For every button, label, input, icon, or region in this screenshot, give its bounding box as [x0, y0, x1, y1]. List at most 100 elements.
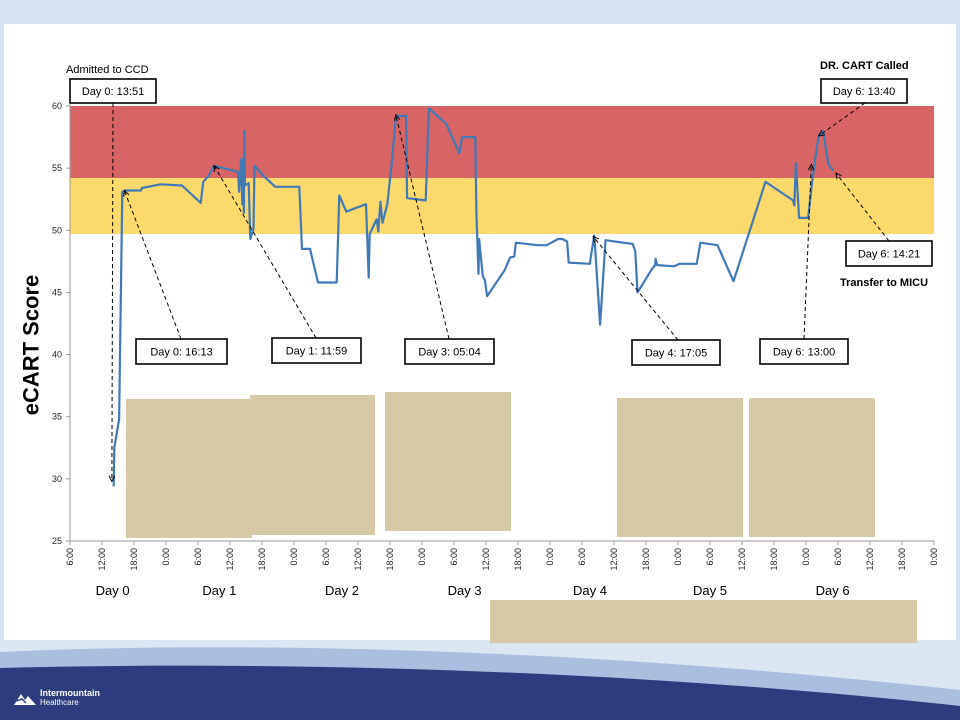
annotation-time-label: Day 0: 16:13: [150, 347, 212, 359]
ecart-series-line: [112, 107, 835, 487]
annotation-arrow: [836, 173, 890, 242]
day-label: Day 4: [573, 583, 607, 598]
x-tick-label: 0:00: [801, 548, 811, 566]
redaction-box: [126, 399, 252, 538]
annotation-note: DR. CART Called: [820, 60, 909, 72]
x-tick-label: 6:00: [193, 548, 203, 566]
score-band: [70, 178, 934, 235]
redaction-layer: [126, 392, 917, 643]
y-tick-label: 35: [52, 412, 62, 422]
y-tick-label: 55: [52, 163, 62, 173]
intermountain-logo: Intermountain Healthcare: [14, 686, 154, 710]
x-tick-label: 6:00: [577, 548, 587, 566]
redaction-box: [490, 600, 917, 643]
x-tick-label: 0:00: [417, 548, 427, 566]
x-tick-label: 18:00: [897, 548, 907, 571]
annotation-arrow: [112, 102, 113, 481]
annotation-box: [135, 338, 228, 365]
y-tick-label: 25: [52, 536, 62, 546]
x-tick-label: 18:00: [129, 548, 139, 571]
y-tick-label: 50: [52, 225, 62, 235]
x-tick-label: 12:00: [609, 548, 619, 571]
x-tick-label: 12:00: [97, 548, 107, 571]
annotation-time-label: Day 6: 14:21: [858, 249, 920, 261]
y-tick-label: 60: [52, 101, 62, 111]
x-tick-label: 12:00: [225, 548, 235, 571]
annotation-time-label: Day 0: 13:51: [82, 86, 144, 98]
day-label: Day 5: [693, 583, 727, 598]
x-tick-label: 12:00: [865, 548, 875, 571]
annotation-arrow: [593, 237, 679, 341]
annotation: Day 0: 13:51 Admitted to CCD: [66, 64, 157, 481]
annotation-box: [845, 240, 933, 267]
redaction-box: [617, 398, 743, 537]
mountain-logo-icon: [14, 689, 36, 707]
annotation-box: [759, 338, 849, 365]
annotation-note: Transfer to MICU: [840, 277, 928, 289]
left-edge-band: [0, 24, 4, 640]
x-tick-label: 0:00: [673, 548, 683, 566]
x-tick-label: 18:00: [769, 548, 779, 571]
day-label: Day 3: [448, 583, 482, 598]
score-bands: [70, 106, 934, 235]
y-tick-label: 30: [52, 474, 62, 484]
day-label: Day 1: [202, 583, 236, 598]
annotation-box: [631, 339, 721, 366]
x-tick-label: 18:00: [513, 548, 523, 571]
annotation-box: [271, 337, 362, 364]
annotation: Day 1: 11:59: [214, 166, 362, 364]
y-tick-label: 45: [52, 287, 62, 297]
annotation: Day 6: 13:00: [759, 164, 849, 365]
annotation: Day 3: 05:04: [396, 115, 495, 365]
footer-swoosh-dark: [0, 665, 960, 720]
annotation-arrow: [214, 166, 317, 339]
x-tick-label: 18:00: [257, 548, 267, 571]
annotation-time-label: Day 4: 17:05: [645, 348, 707, 360]
x-tick-label: 6:00: [321, 548, 331, 566]
score-band: [70, 106, 934, 179]
x-tick-label: 12:00: [353, 548, 363, 571]
annotation-box: [404, 338, 495, 365]
chart-axes: 25 30 35 40 45 50 55 60 6:00 12:00 18:00 0:00 6:00 12…: [52, 101, 939, 598]
annotation-box: [820, 78, 908, 104]
x-tick-label: 0:00: [161, 548, 171, 566]
logo-line-2: Healthcare: [40, 698, 79, 707]
annotation-time-label: Day 1: 11:59: [286, 346, 348, 358]
redaction-box: [250, 395, 375, 535]
x-tick-label: 12:00: [481, 548, 491, 571]
annotation-time-label: Day 6: 13:40: [833, 86, 895, 98]
annotation-arrow: [396, 115, 450, 340]
annotation-time-label: Day 6: 13:00: [773, 347, 835, 359]
x-tick-label: 6:00: [705, 548, 715, 566]
top-band: [0, 0, 960, 24]
x-tick-label: 6:00: [449, 548, 459, 566]
annotation: Day 0: 16:13: [124, 191, 228, 365]
x-tick-label: 18:00: [641, 548, 651, 571]
annotation: Day 6: 13:40 DR. CART Called: [819, 60, 909, 136]
day-label: Day 0: [96, 583, 130, 598]
x-tick-label: 0:00: [289, 548, 299, 566]
redaction-box: [385, 392, 511, 531]
y-tick-label: 40: [52, 350, 62, 360]
right-edge-band: [956, 24, 960, 640]
x-tick-label: 12:00: [737, 548, 747, 571]
y-axis-label: eCART Score: [18, 274, 43, 416]
annotation-time-label: Day 3: 05:04: [418, 347, 480, 359]
x-tick-label: 0:00: [545, 548, 555, 566]
annotation-arrow: [819, 102, 866, 136]
x-tick-label: 6:00: [65, 548, 75, 566]
annotation-arrow: [803, 164, 811, 340]
annotation-box: [69, 78, 157, 104]
x-tick-label: 6:00: [833, 548, 843, 566]
x-tick-label: 0:00: [929, 548, 939, 566]
day-label: Day 2: [325, 583, 359, 598]
redaction-box: [749, 398, 875, 537]
annotation: Day 4: 17:05: [593, 237, 721, 366]
x-tick-label: 18:00: [385, 548, 395, 571]
series-layer: [112, 107, 835, 487]
day-label: Day 6: [816, 583, 850, 598]
annotation: Day 6: 14:21 Transfer to MICU: [836, 173, 933, 289]
annotation-note: Admitted to CCD: [66, 64, 149, 76]
